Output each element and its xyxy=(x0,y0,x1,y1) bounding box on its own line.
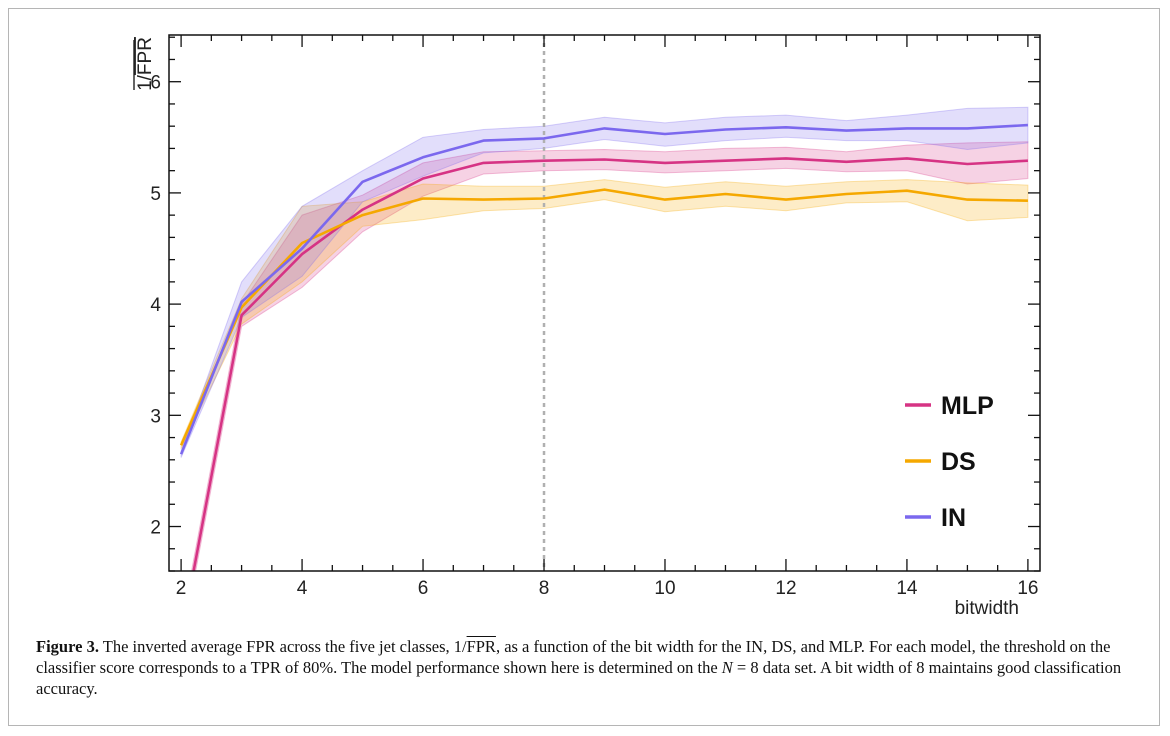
y-tick-labels: 2 3 4 5 6 xyxy=(150,73,161,539)
legend: MLP DS IN xyxy=(905,392,994,532)
series-line-in xyxy=(179,123,1028,455)
x-tick-label: 10 xyxy=(654,578,675,599)
x-tick-label: 6 xyxy=(418,578,429,599)
legend-label-mlp: MLP xyxy=(941,392,994,420)
x-tick-label: 14 xyxy=(896,578,918,599)
series-line-ds xyxy=(179,188,1028,446)
caption-label: Figure 3. xyxy=(36,637,99,656)
figure-caption: Figure 3. The inverted average FPR acros… xyxy=(36,636,1136,699)
x-tick-label: 8 xyxy=(539,578,550,599)
caption-var: N xyxy=(721,658,733,677)
uncertainty-bands xyxy=(180,106,1029,571)
caption-text-1: The inverted average FPR across the five… xyxy=(98,637,467,656)
series-line-mlp xyxy=(192,157,1028,571)
axis-ticks xyxy=(169,35,1040,572)
y-tick-label: 5 xyxy=(150,184,161,205)
y-tick-label: 6 xyxy=(150,73,161,94)
x-axis-label: bitwidth xyxy=(955,598,1019,619)
y-tick-label: 3 xyxy=(150,406,161,427)
x-tick-label: 4 xyxy=(297,578,308,599)
y-tick-label: 2 xyxy=(150,518,161,539)
x-tick-label: 2 xyxy=(176,578,187,599)
legend-label-in: IN xyxy=(941,504,966,532)
band-mlp xyxy=(191,141,1029,571)
legend-label-ds: DS xyxy=(941,448,976,476)
chart: 2 4 6 8 10 12 14 16 2 3 4 5 6 bitwidth 1/FPR MLP DS I… xyxy=(133,34,1041,619)
x-tick-label: 16 xyxy=(1017,578,1038,599)
series-lines xyxy=(179,123,1028,571)
caption-text-3: = 8 data set. A bit width of 8 maintains… xyxy=(36,658,1122,698)
y-tick-label: 4 xyxy=(150,295,161,316)
band-in xyxy=(180,106,1029,458)
x-tick-labels: 2 4 6 8 10 12 14 16 xyxy=(176,578,1039,599)
y-axis-label: 1/FPR xyxy=(135,37,156,91)
caption-fpr: FPR xyxy=(466,637,496,656)
band-ds xyxy=(180,179,1029,449)
caption-text-2: , as a function of the bit width for the… xyxy=(36,637,1111,677)
x-tick-label: 12 xyxy=(775,578,796,599)
